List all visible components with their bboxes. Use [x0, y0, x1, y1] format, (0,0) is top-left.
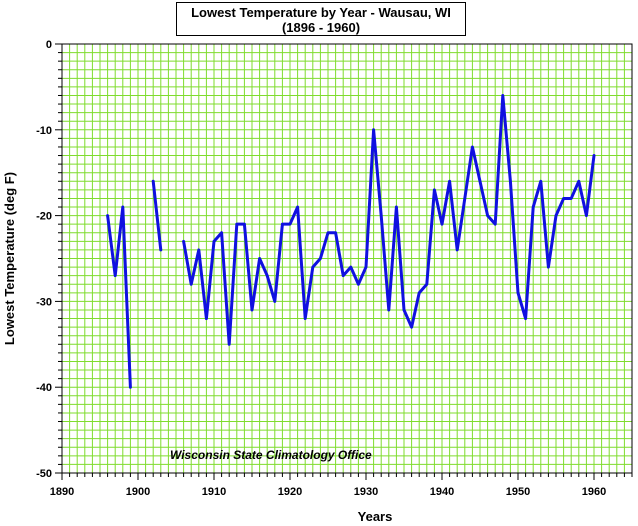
- x-tick-label: 1890: [50, 486, 74, 498]
- chart-title-box: Lowest Temperature by Year - Wausau, WI …: [176, 2, 466, 36]
- y-tick-label: -10: [36, 125, 52, 137]
- y-tick-label: 0: [46, 39, 52, 51]
- x-tick-label: 1910: [202, 486, 226, 498]
- series-line-segment: [106, 205, 132, 389]
- y-tick-label: -20: [36, 211, 52, 223]
- y-axis: 0 -10 -20 -30 -40 -50: [36, 39, 62, 480]
- x-tick-label: 1940: [430, 486, 454, 498]
- y-axis-title: Lowest Temperature (deg F): [2, 172, 17, 345]
- x-axis: 1890 1900 1910 1920 1930 1940 1950 1960: [50, 473, 633, 498]
- y-tick-label: -30: [36, 296, 52, 308]
- x-tick-label: 1960: [582, 486, 606, 498]
- series-line-segment: [151, 179, 163, 252]
- chart-subtitle: (1896 - 1960): [281, 20, 361, 35]
- y-tick-label: -50: [36, 468, 52, 480]
- x-tick-label: 1930: [354, 486, 378, 498]
- x-tick-label: 1950: [506, 486, 530, 498]
- x-axis-title: Years: [358, 509, 393, 524]
- x-tick-label: 1900: [126, 486, 150, 498]
- source-annotation: Wisconsin State Climatology Office: [170, 448, 372, 462]
- x-tick-label: 1920: [278, 486, 302, 498]
- y-tick-label: -40: [36, 382, 52, 394]
- chart-title: Lowest Temperature by Year - Wausau, WI: [191, 5, 451, 20]
- grid: [62, 44, 632, 473]
- series: [106, 93, 596, 389]
